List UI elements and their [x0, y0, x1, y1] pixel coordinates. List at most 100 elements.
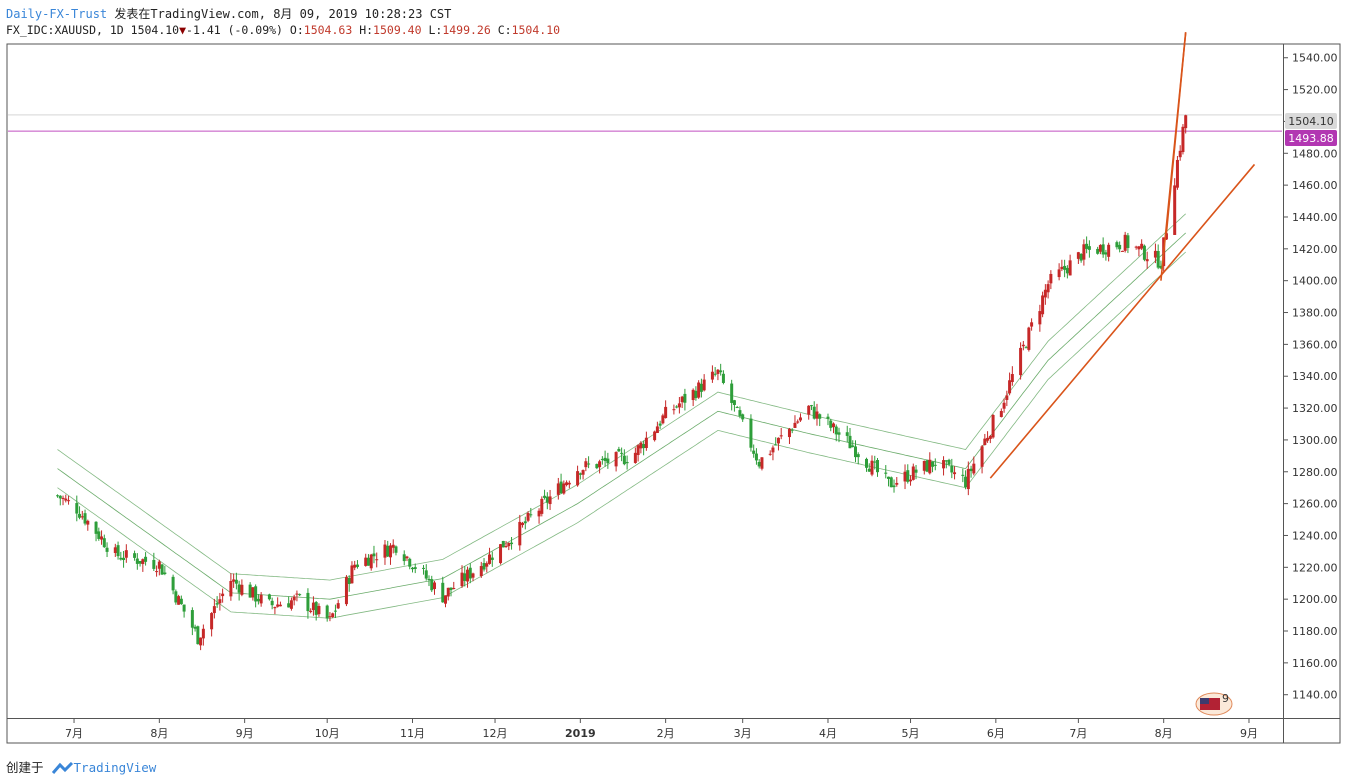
candle-body — [732, 400, 736, 405]
candle — [466, 566, 470, 588]
candle — [424, 564, 428, 581]
candle-body — [353, 564, 357, 568]
candle-body — [86, 520, 90, 525]
candle — [578, 472, 582, 480]
trend-line — [1165, 32, 1187, 233]
candle — [988, 434, 992, 444]
candle-body — [735, 407, 739, 409]
candle — [576, 465, 580, 487]
candle — [851, 440, 855, 448]
candle-body — [369, 554, 373, 569]
candle-body — [152, 559, 156, 569]
candle — [870, 455, 874, 477]
y-tick-label: 1160.00 — [1292, 657, 1338, 670]
flag-badge[interactable]: 9 — [1195, 692, 1233, 716]
candle-body — [741, 414, 745, 420]
candle-body — [730, 383, 734, 403]
candle — [537, 508, 541, 524]
candle-body — [548, 496, 552, 505]
candle-body — [177, 596, 181, 605]
candle-body — [848, 435, 852, 449]
candle — [1115, 240, 1119, 250]
candle — [1079, 253, 1083, 263]
candle-body — [80, 516, 84, 518]
candle — [865, 457, 869, 472]
candle — [928, 452, 932, 475]
candle-body — [853, 446, 857, 458]
candle-body — [471, 573, 475, 578]
candle-body — [160, 564, 164, 575]
candle — [119, 551, 123, 561]
candle-body — [94, 521, 98, 534]
candle — [427, 575, 431, 587]
time-axis[interactable]: 7月 8月 9月 10月 11月 12月 2019 2月 3月 4月 5月 6月 7月 8月 9月 — [65, 718, 1258, 740]
candle-body — [529, 514, 533, 516]
candle-body — [309, 610, 313, 613]
candle — [61, 495, 65, 506]
candle — [64, 494, 68, 503]
candle — [614, 451, 618, 472]
candle-body — [311, 602, 315, 611]
candle — [350, 561, 354, 584]
candle-body — [964, 476, 968, 488]
author-link[interactable]: Daily-FX-Trust — [6, 7, 108, 21]
x-tick-label: 7月 — [65, 727, 83, 740]
candle — [911, 463, 915, 481]
candle — [421, 565, 425, 575]
y-tick-label: 1400.00 — [1292, 275, 1338, 288]
candle-body — [1005, 395, 1009, 400]
candle-body — [83, 513, 87, 524]
candle-body — [119, 557, 123, 560]
candle — [559, 473, 563, 495]
candle — [713, 367, 717, 377]
candle — [210, 612, 214, 637]
candle-body — [78, 513, 82, 518]
candle-body — [391, 544, 395, 548]
candle — [482, 558, 486, 572]
x-tick-label: 3月 — [734, 727, 752, 740]
candle — [190, 607, 194, 636]
x-tick-label: 2019 — [565, 727, 596, 740]
candle-body — [768, 453, 772, 455]
candle — [986, 431, 990, 443]
y-tick-label: 1460.00 — [1292, 179, 1338, 192]
candle-body — [928, 459, 932, 474]
candle — [391, 539, 395, 554]
candle — [314, 601, 318, 621]
candle-body — [991, 415, 995, 438]
candle-body — [102, 538, 106, 548]
candle-body — [215, 603, 219, 605]
candle — [699, 378, 703, 398]
candle — [584, 458, 588, 472]
candle-body — [639, 442, 643, 449]
candle — [664, 400, 668, 419]
candle — [768, 450, 772, 456]
candle — [259, 592, 263, 607]
candle-body — [336, 603, 340, 609]
candle-body — [807, 405, 811, 415]
candle-body — [1145, 259, 1149, 262]
y-tick-label: 1260.00 — [1292, 498, 1338, 511]
candle-body — [559, 481, 563, 494]
candle — [1140, 239, 1144, 251]
candle — [1049, 270, 1053, 290]
tradingview-link[interactable]: TradingView — [51, 760, 156, 775]
candle — [1060, 259, 1064, 272]
candle — [488, 547, 492, 565]
candle-body — [779, 435, 783, 437]
candle-body — [278, 604, 282, 607]
candle-body — [584, 461, 588, 468]
candle-body — [58, 495, 62, 499]
candle-body — [1085, 243, 1089, 249]
candle — [887, 476, 891, 487]
candle-body — [925, 460, 929, 472]
candle — [410, 566, 414, 573]
candle — [757, 459, 761, 469]
y-tick-label: 1480.00 — [1292, 147, 1338, 160]
candle-body — [193, 626, 197, 629]
candle — [56, 494, 60, 498]
price-axis[interactable]: 1140.00 1160.00 1180.00 1200.00 1220.00 1240.… — [1283, 52, 1338, 702]
candle — [972, 456, 976, 476]
candle — [402, 550, 406, 566]
